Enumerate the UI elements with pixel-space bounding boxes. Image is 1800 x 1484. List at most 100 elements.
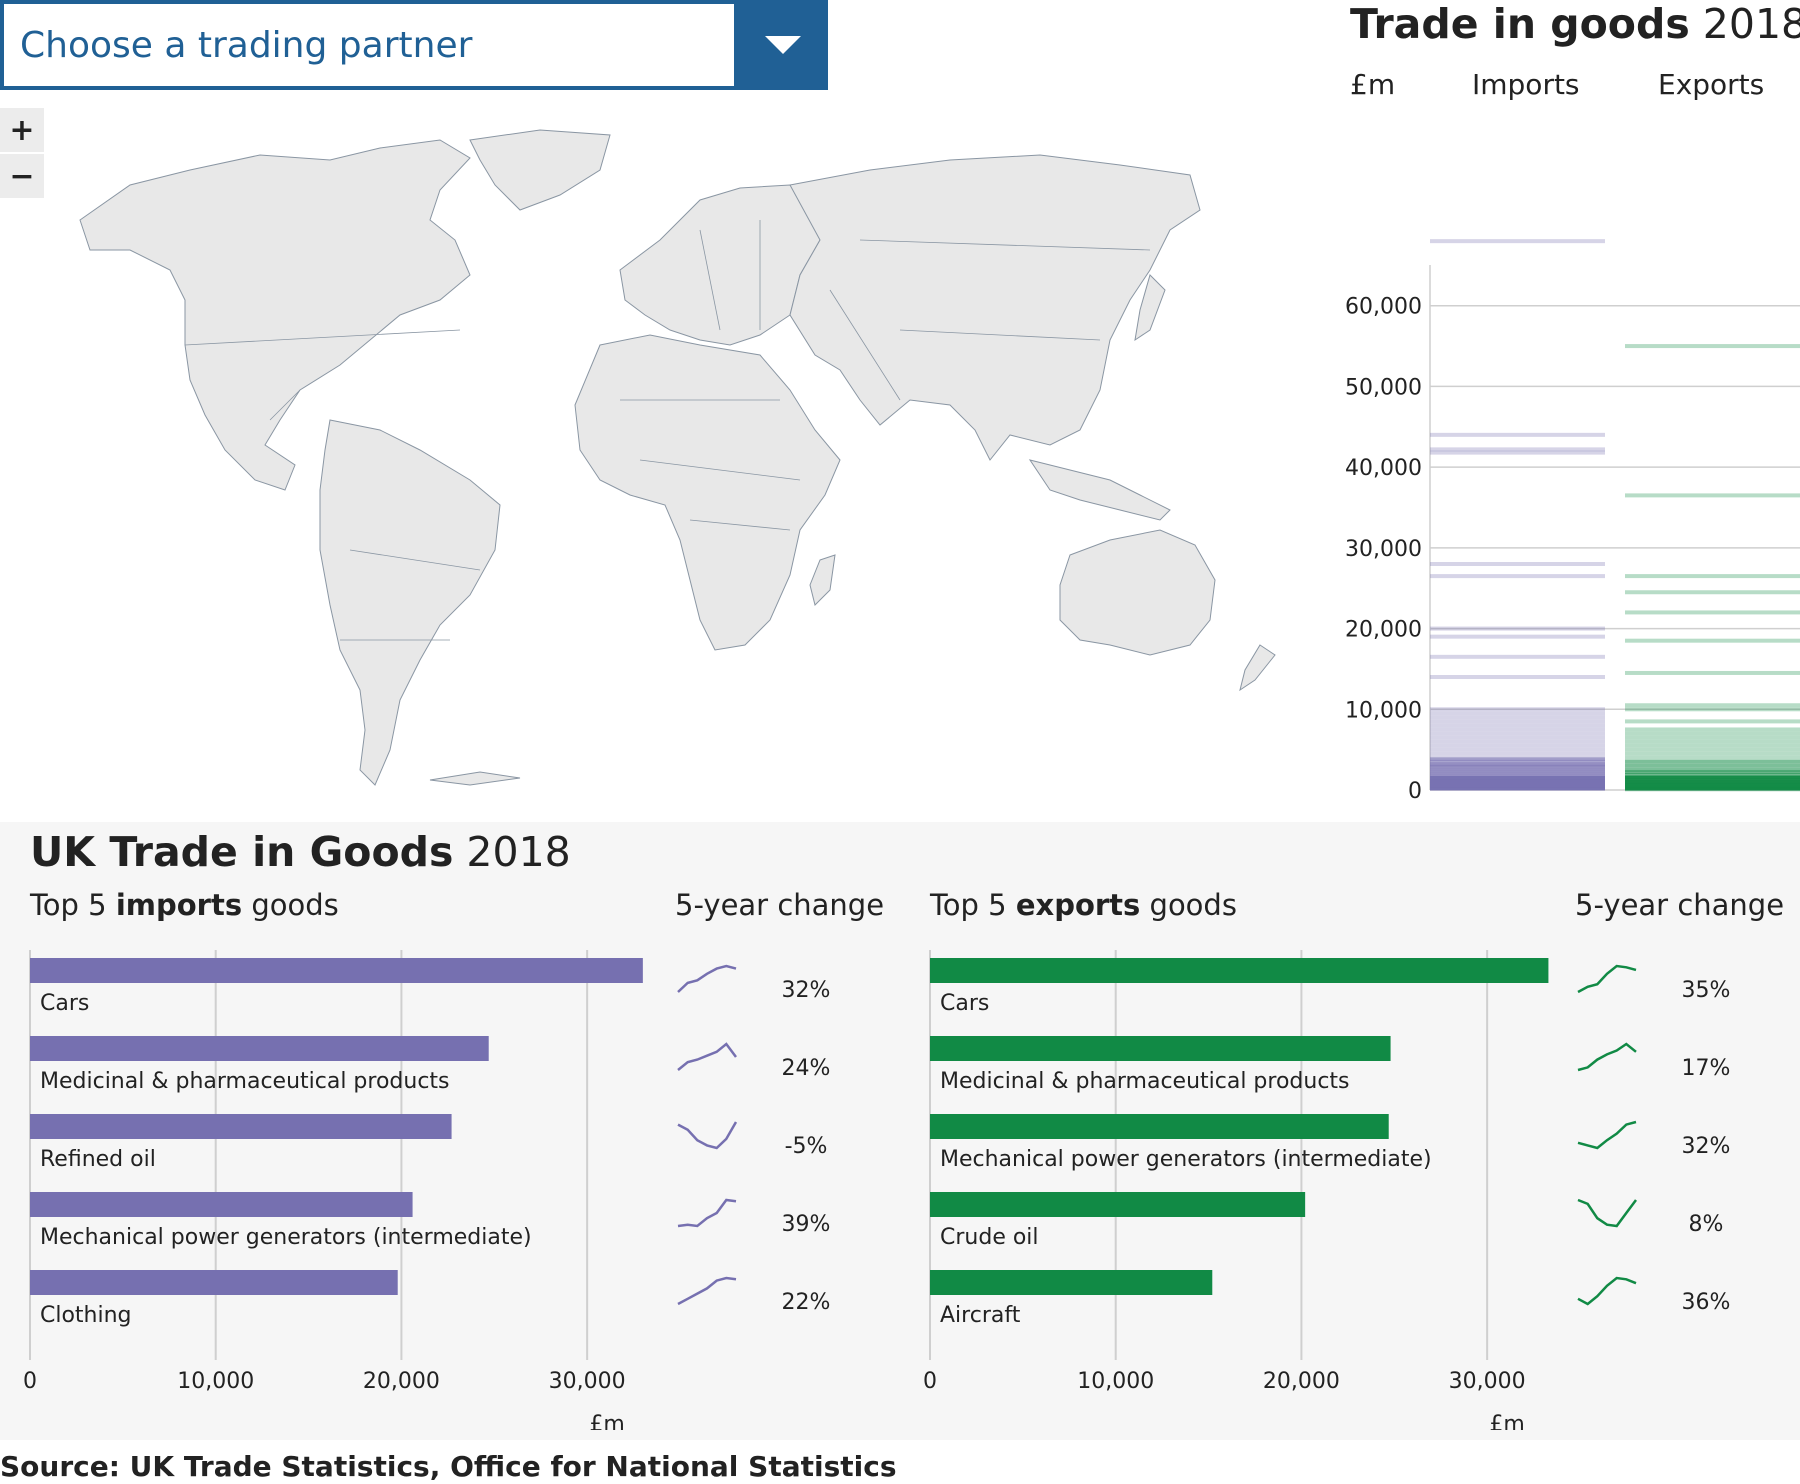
export-partner-mark bbox=[1625, 719, 1800, 724]
export-partner-mark bbox=[1625, 610, 1800, 615]
map-region-north-america[interactable] bbox=[79, 139, 471, 491]
import-partner-mark bbox=[1430, 239, 1605, 244]
dropdown-placeholder: Choose a trading partner bbox=[20, 24, 473, 66]
import-base-mark bbox=[1430, 776, 1605, 790]
goods-panel-title: UK Trade in Goods 2018 bbox=[30, 828, 571, 876]
export-partner-mark bbox=[1625, 707, 1800, 712]
map-region-south-america[interactable] bbox=[319, 419, 501, 786]
export-partner-mark bbox=[1625, 493, 1800, 498]
y-tick-label: 50,000 bbox=[1345, 375, 1422, 400]
export-x-tick-label: 0 bbox=[923, 1369, 937, 1394]
trading-partner-select[interactable]: Choose a trading partner bbox=[0, 0, 739, 90]
import-partner-mark bbox=[1430, 450, 1605, 455]
imports-heading-pre: Top 5 bbox=[30, 888, 116, 922]
zoom-out-button[interactable]: − bbox=[0, 154, 44, 198]
export-bar bbox=[930, 958, 1549, 983]
import-change-label: 22% bbox=[782, 1290, 831, 1315]
import-partner-mark bbox=[1430, 727, 1605, 732]
export-change-label: 36% bbox=[1682, 1290, 1731, 1315]
export-x-axis-label: £m bbox=[1489, 1412, 1524, 1430]
import-x-axis-label: £m bbox=[589, 1412, 624, 1430]
export-bar bbox=[930, 1270, 1213, 1295]
map-region-southeast-asia[interactable] bbox=[1028, 459, 1171, 521]
trading-partner-dropdown[interactable]: Choose a trading partner bbox=[0, 0, 828, 90]
import-sparkline bbox=[677, 1198, 737, 1228]
dropdown-toggle-button[interactable] bbox=[738, 0, 828, 90]
map-region-antarctica[interactable] bbox=[429, 771, 521, 786]
import-bar bbox=[30, 1270, 398, 1295]
imports-change-heading: 5-year change bbox=[675, 888, 885, 922]
imports-heading-post: goods bbox=[242, 888, 339, 922]
trade-title-bold: Trade in goods bbox=[1350, 0, 1690, 48]
import-change-label: -5% bbox=[785, 1134, 828, 1159]
zoom-in-button[interactable]: + bbox=[0, 108, 44, 152]
import-partner-mark bbox=[1430, 723, 1605, 728]
exports-column-label: Exports bbox=[1658, 68, 1765, 101]
export-x-tick-label: 20,000 bbox=[1263, 1369, 1340, 1394]
export-partner-mark bbox=[1625, 755, 1800, 760]
export-category-label: Mechanical power generators (intermediat… bbox=[940, 1147, 1432, 1172]
import-category-label: Medicinal & pharmaceutical products bbox=[40, 1069, 450, 1094]
map-region-asia[interactable] bbox=[789, 154, 1201, 461]
export-partner-mark bbox=[1625, 770, 1800, 775]
import-category-label: Mechanical power generators (intermediat… bbox=[40, 1225, 532, 1250]
exports-heading-pre: Top 5 bbox=[930, 888, 1016, 922]
import-x-tick-label: 0 bbox=[23, 1369, 37, 1394]
export-partner-mark bbox=[1625, 731, 1800, 736]
import-category-label: Refined oil bbox=[40, 1147, 156, 1172]
import-partner-mark bbox=[1430, 707, 1605, 712]
map-region-japan[interactable] bbox=[1134, 274, 1166, 342]
import-partner-mark bbox=[1430, 747, 1605, 752]
import-partner-mark bbox=[1430, 654, 1605, 659]
export-partner-mark bbox=[1625, 763, 1800, 768]
goods-title-year: 2018 bbox=[466, 828, 571, 876]
map-region-africa[interactable] bbox=[574, 334, 841, 651]
import-change-label: 32% bbox=[782, 978, 831, 1003]
import-x-tick-label: 20,000 bbox=[363, 1369, 440, 1394]
export-x-tick-label: 10,000 bbox=[1077, 1369, 1154, 1394]
map-region-new-zealand[interactable] bbox=[1239, 644, 1276, 692]
export-partner-mark bbox=[1625, 772, 1800, 777]
map-region-australia[interactable] bbox=[1059, 529, 1216, 656]
export-partner-mark bbox=[1625, 759, 1800, 764]
export-partner-mark bbox=[1625, 739, 1800, 744]
import-partner-mark bbox=[1430, 759, 1605, 764]
export-partner-mark bbox=[1625, 638, 1800, 643]
import-partner-mark bbox=[1430, 739, 1605, 744]
world-map[interactable] bbox=[0, 100, 1300, 790]
export-bar bbox=[930, 1192, 1306, 1217]
export-partner-mark bbox=[1625, 670, 1800, 675]
import-change-label: 39% bbox=[782, 1212, 831, 1237]
export-partner-mark bbox=[1625, 703, 1800, 708]
import-partner-mark bbox=[1430, 743, 1605, 748]
map-region-greenland[interactable] bbox=[469, 129, 611, 211]
import-partner-mark bbox=[1430, 447, 1605, 452]
y-tick-label: 20,000 bbox=[1345, 618, 1422, 643]
export-partner-mark bbox=[1625, 727, 1800, 732]
map-region-madagascar[interactable] bbox=[809, 554, 836, 606]
export-partner-mark bbox=[1625, 574, 1800, 579]
import-partner-mark bbox=[1430, 731, 1605, 736]
export-change-label: 35% bbox=[1682, 978, 1731, 1003]
export-bar bbox=[930, 1114, 1389, 1139]
y-tick-label: 30,000 bbox=[1345, 537, 1422, 562]
import-partner-mark bbox=[1430, 769, 1605, 774]
trade-chart-title: Trade in goods 2018 bbox=[1350, 0, 1800, 48]
export-partner-mark bbox=[1625, 735, 1800, 740]
export-change-label: 17% bbox=[1682, 1056, 1731, 1081]
y-tick-label: 10,000 bbox=[1345, 698, 1422, 723]
goods-title-bold: UK Trade in Goods bbox=[30, 828, 454, 876]
import-partner-mark bbox=[1430, 432, 1605, 437]
export-partner-mark bbox=[1625, 767, 1800, 772]
export-sparkline bbox=[1577, 1042, 1637, 1072]
source-note: Source: UK Trade Statistics, Office for … bbox=[0, 1450, 897, 1483]
export-change-label: 32% bbox=[1682, 1134, 1731, 1159]
import-bar bbox=[30, 1036, 489, 1061]
import-partner-mark bbox=[1430, 773, 1605, 778]
import-partner-mark bbox=[1430, 634, 1605, 639]
import-partner-mark bbox=[1430, 562, 1605, 566]
export-partner-mark bbox=[1625, 743, 1800, 748]
unit-label: £m bbox=[1350, 68, 1396, 101]
trade-title-year: 2018 bbox=[1702, 0, 1800, 48]
import-partner-mark bbox=[1430, 719, 1605, 724]
